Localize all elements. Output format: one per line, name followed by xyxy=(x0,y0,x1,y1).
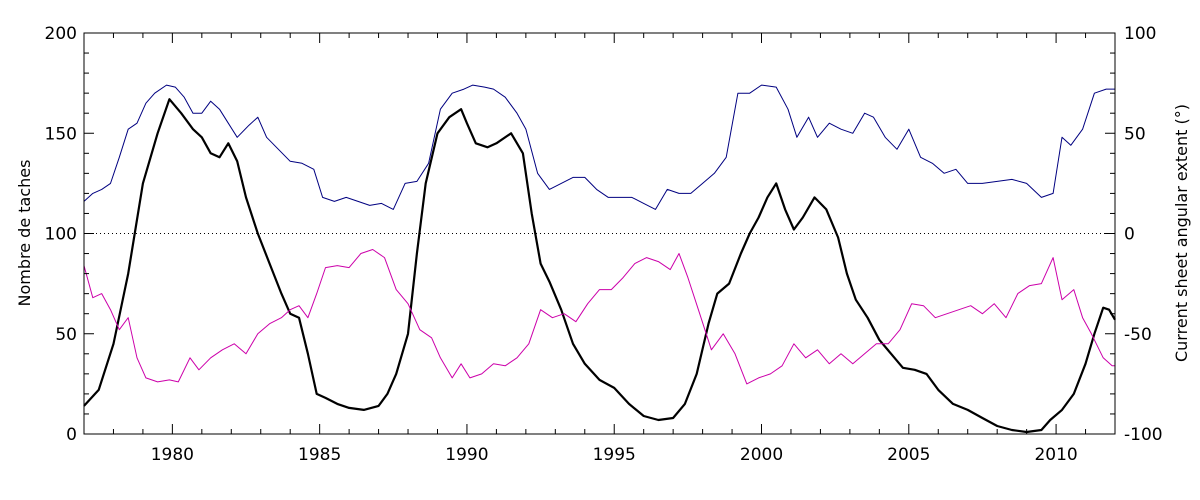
y-left-tick-label: 100 xyxy=(45,225,77,245)
axis-layer: 1980 1985 1990 1995 2000 2005 2010050100150200… xyxy=(45,24,1163,465)
x-tick-label: 1990 xyxy=(445,445,488,465)
y-right-tick-label: 50 xyxy=(1124,124,1146,144)
x-tick-label: 1995 xyxy=(593,445,636,465)
y-right-tick-label: 0 xyxy=(1124,225,1135,245)
y-axis-left-title: Nombre de taches xyxy=(15,160,34,307)
x-tick-label: 2000 xyxy=(740,445,783,465)
x-tick-label: 2005 xyxy=(887,445,930,465)
y-right-tick-label: 100 xyxy=(1124,24,1156,44)
y-right-tick-label: -100 xyxy=(1124,425,1163,445)
y-axis-right-title: Current sheet angular extent (°) xyxy=(1172,104,1191,362)
y-right-tick-label: -50 xyxy=(1124,325,1152,345)
sunspot-number-line xyxy=(83,98,1116,434)
x-tick-label: 1980 xyxy=(151,445,194,465)
y-left-tick-label: 0 xyxy=(66,425,77,445)
x-tick-label: 1985 xyxy=(298,445,341,465)
current-sheet-south-line xyxy=(83,249,1115,385)
x-tick-label: 2010 xyxy=(1034,445,1077,465)
y-left-tick-label: 50 xyxy=(55,325,77,345)
series-layer xyxy=(83,84,1116,434)
y-left-tick-label: 150 xyxy=(45,124,77,144)
current-sheet-north-line xyxy=(83,84,1115,210)
y-left-tick-label: 200 xyxy=(45,24,77,44)
